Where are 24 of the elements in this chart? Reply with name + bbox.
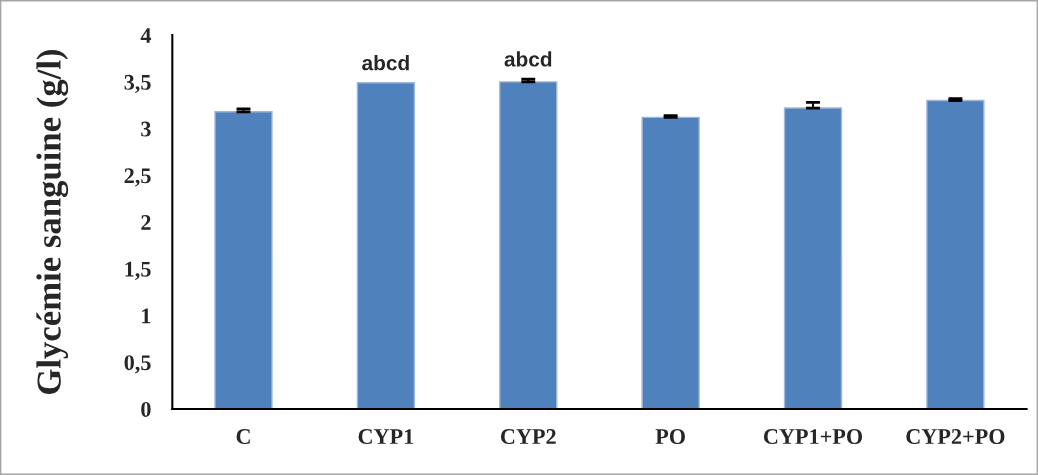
bar bbox=[356, 82, 416, 409]
y-tick-label: 3,5 bbox=[124, 74, 151, 94]
y-tick-label: 4 bbox=[140, 28, 152, 43]
y-tick-label: 0 bbox=[141, 401, 151, 417]
y-tick-label: 2,5 bbox=[124, 168, 151, 187]
x-tick-label: CYP2+PO bbox=[906, 429, 1005, 445]
bar bbox=[499, 81, 558, 409]
y-tick-label: 3 bbox=[141, 121, 151, 137]
annotation: abcd bbox=[362, 55, 409, 71]
x-tick-label: CYP1 bbox=[358, 429, 414, 445]
bar bbox=[641, 116, 700, 409]
y-tick-label: 1,5 bbox=[125, 261, 151, 280]
x-tick-label: C bbox=[236, 429, 250, 445]
bar bbox=[926, 99, 985, 409]
bar bbox=[214, 111, 273, 409]
annotation: abcd bbox=[504, 51, 552, 67]
y-axis-title: Glycémie sanguine (g/l) bbox=[36, 49, 69, 394]
x-tick-label: CYP1+PO bbox=[763, 429, 863, 445]
x-tick-label: PO bbox=[655, 429, 685, 445]
x-tick-label: CYP2 bbox=[500, 429, 556, 445]
y-tick-label: 1 bbox=[142, 308, 151, 324]
y-tick-label: 0,5 bbox=[124, 355, 151, 374]
y-tick-label: 2 bbox=[141, 215, 151, 230]
bar bbox=[783, 107, 843, 409]
